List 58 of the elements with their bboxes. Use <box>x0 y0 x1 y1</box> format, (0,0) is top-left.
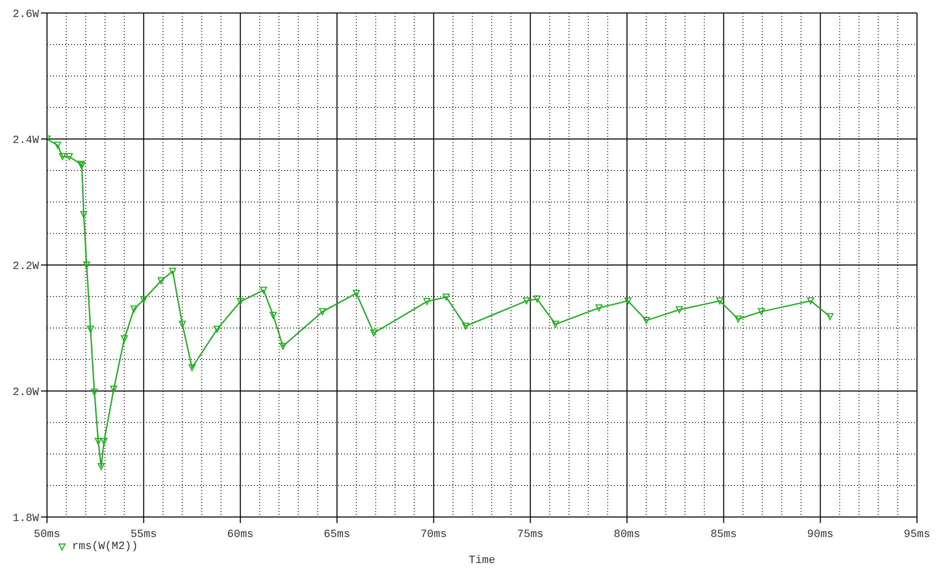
x-tick-label: 85ms <box>710 528 737 541</box>
point <box>716 297 724 304</box>
point <box>110 386 118 393</box>
point <box>58 153 66 160</box>
point <box>66 153 73 160</box>
point <box>826 313 834 320</box>
x-tick-label: 55ms <box>130 528 157 541</box>
point <box>807 297 814 304</box>
point <box>90 388 98 396</box>
x-tick-label: 65ms <box>324 528 350 541</box>
point <box>279 342 286 350</box>
x-tick-label: 95ms <box>904 528 930 541</box>
point <box>80 211 88 218</box>
point <box>758 308 765 316</box>
point <box>120 335 128 342</box>
y-tick-label: 1.8W <box>12 512 40 525</box>
point <box>130 306 138 313</box>
y-tick-label: 2.2W <box>12 260 40 273</box>
point <box>169 268 176 275</box>
point <box>158 277 165 284</box>
point <box>98 463 105 470</box>
point <box>624 297 632 304</box>
x-tick-label: 60ms <box>227 528 254 541</box>
point <box>94 438 102 445</box>
point <box>83 262 90 268</box>
point <box>236 298 244 306</box>
point <box>370 330 378 337</box>
point <box>87 326 94 333</box>
point <box>642 316 650 324</box>
x-tick-label: 90ms <box>807 528 834 541</box>
x-tick-label: 75ms <box>517 528 544 541</box>
point <box>442 294 450 301</box>
point <box>352 290 360 297</box>
point <box>552 320 559 328</box>
point <box>676 306 683 314</box>
y-tick-label: 2.6W <box>12 8 40 21</box>
point <box>260 286 268 294</box>
point <box>595 304 602 312</box>
point <box>734 316 742 323</box>
x-tick-label: 50ms <box>34 528 60 541</box>
point <box>140 296 148 304</box>
y-tick-label: 2.0W <box>12 386 40 399</box>
point <box>462 322 470 330</box>
x-tick-label: 70ms <box>420 528 447 541</box>
point <box>270 312 277 319</box>
point <box>534 296 541 303</box>
x-axis-title: Time <box>468 555 496 567</box>
point <box>178 320 186 328</box>
x-tick-label: 80ms <box>614 528 640 541</box>
legend-label: rms(W(M2)) <box>71 541 138 553</box>
point <box>522 297 530 304</box>
point <box>319 308 326 316</box>
point <box>54 142 62 149</box>
point <box>423 298 430 306</box>
y-tick-label: 2.4W <box>12 134 40 147</box>
point <box>214 326 221 333</box>
point <box>100 438 108 445</box>
point <box>188 364 196 372</box>
